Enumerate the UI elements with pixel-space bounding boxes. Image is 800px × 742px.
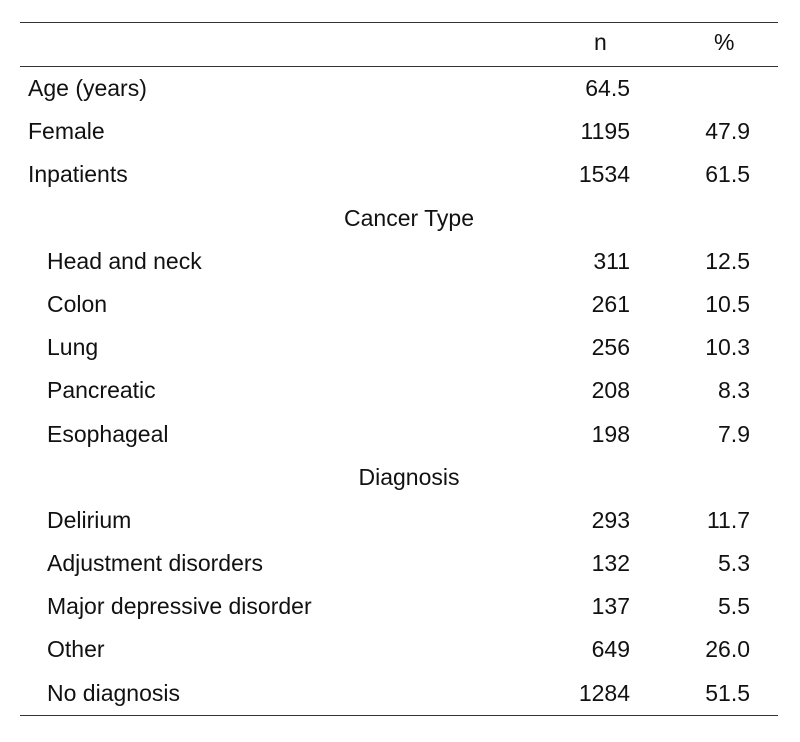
row-n: 1195: [580, 118, 630, 145]
row-percent: 5.5: [718, 593, 750, 620]
header-row: n %: [20, 23, 778, 66]
row-label: Inpatients: [28, 161, 128, 188]
row-n: 649: [591, 636, 630, 663]
table-row: Other 649 26.0: [20, 628, 778, 671]
row-percent: 11.7: [706, 506, 750, 533]
table-row: Colon 261 10.5: [20, 283, 778, 326]
row-label: Pancreatic: [47, 377, 156, 404]
section-header: Cancer Type: [20, 197, 778, 240]
table-row: Age (years) 64.5: [20, 67, 778, 110]
table-row: No diagnosis 1284 51.5: [20, 672, 778, 715]
row-n: 208: [591, 377, 630, 404]
row-n: 137: [591, 593, 630, 620]
row-label: Other: [47, 636, 105, 663]
row-percent: 12.5: [705, 247, 750, 274]
header-n: n: [594, 29, 607, 55]
table-row: Esophageal 198 7.9: [20, 413, 778, 456]
row-label: Lung: [47, 334, 99, 361]
row-percent: 47.9: [705, 118, 750, 145]
row-label: Age (years): [28, 75, 147, 101]
row-percent: 51.5: [705, 679, 750, 706]
table-body: Age (years) 64.5 Female 1195 47.9 Inpatients 1…: [20, 67, 778, 715]
table-row: Female 1195 47.9: [20, 110, 778, 153]
row-n: 64.5: [585, 75, 630, 101]
table-row: Adjustment disorders 132 5.3: [20, 542, 778, 585]
row-label: Colon: [47, 290, 108, 317]
row-n: 293: [591, 506, 630, 533]
section-header: Diagnosis: [20, 456, 778, 499]
row-label: Head and neck: [47, 247, 202, 274]
row-percent: 7.9: [718, 420, 750, 447]
section-label: Cancer Type: [344, 204, 474, 231]
table-row: Head and neck 311 12.5: [20, 240, 778, 283]
table-row: Pancreatic 208 8.3: [20, 369, 778, 412]
row-percent: 61.5: [705, 161, 750, 188]
table-row: Lung 256 10.3: [20, 326, 778, 369]
bottom-rule: [20, 714, 778, 716]
row-label: Esophageal: [47, 420, 169, 447]
row-n: 1284: [578, 679, 630, 706]
table-row: Inpatients 1534 61.5: [20, 153, 778, 196]
row-n: 1534: [578, 161, 630, 188]
header-percent: %: [714, 29, 735, 55]
row-percent: 26.0: [705, 636, 750, 663]
row-percent: 10.3: [705, 334, 750, 361]
row-n: 311: [593, 247, 630, 274]
table-row: Delirium 293 11.7: [20, 499, 778, 542]
row-n: 132: [591, 550, 630, 577]
top-rule: [20, 22, 778, 23]
row-percent: 8.3: [718, 377, 750, 404]
row-n: 261: [591, 290, 630, 317]
row-n: 198: [591, 420, 630, 447]
row-label: Adjustment disorders: [47, 550, 264, 577]
row-percent: 10.5: [705, 290, 750, 317]
section-label: Diagnosis: [358, 463, 460, 490]
row-label: Delirium: [47, 506, 132, 533]
row-label: Major depressive disorder: [47, 593, 312, 620]
data-table: n % Age (years) 64.5 Female 1195 47.9 Inpatie…: [20, 22, 778, 716]
row-n: 256: [591, 334, 630, 361]
header-rule: [20, 66, 778, 67]
row-percent: 5.3: [718, 550, 750, 577]
table-row: Major depressive disorder 137 5.5: [20, 585, 778, 628]
row-label: Female: [28, 118, 105, 145]
row-label: No diagnosis: [47, 679, 180, 706]
